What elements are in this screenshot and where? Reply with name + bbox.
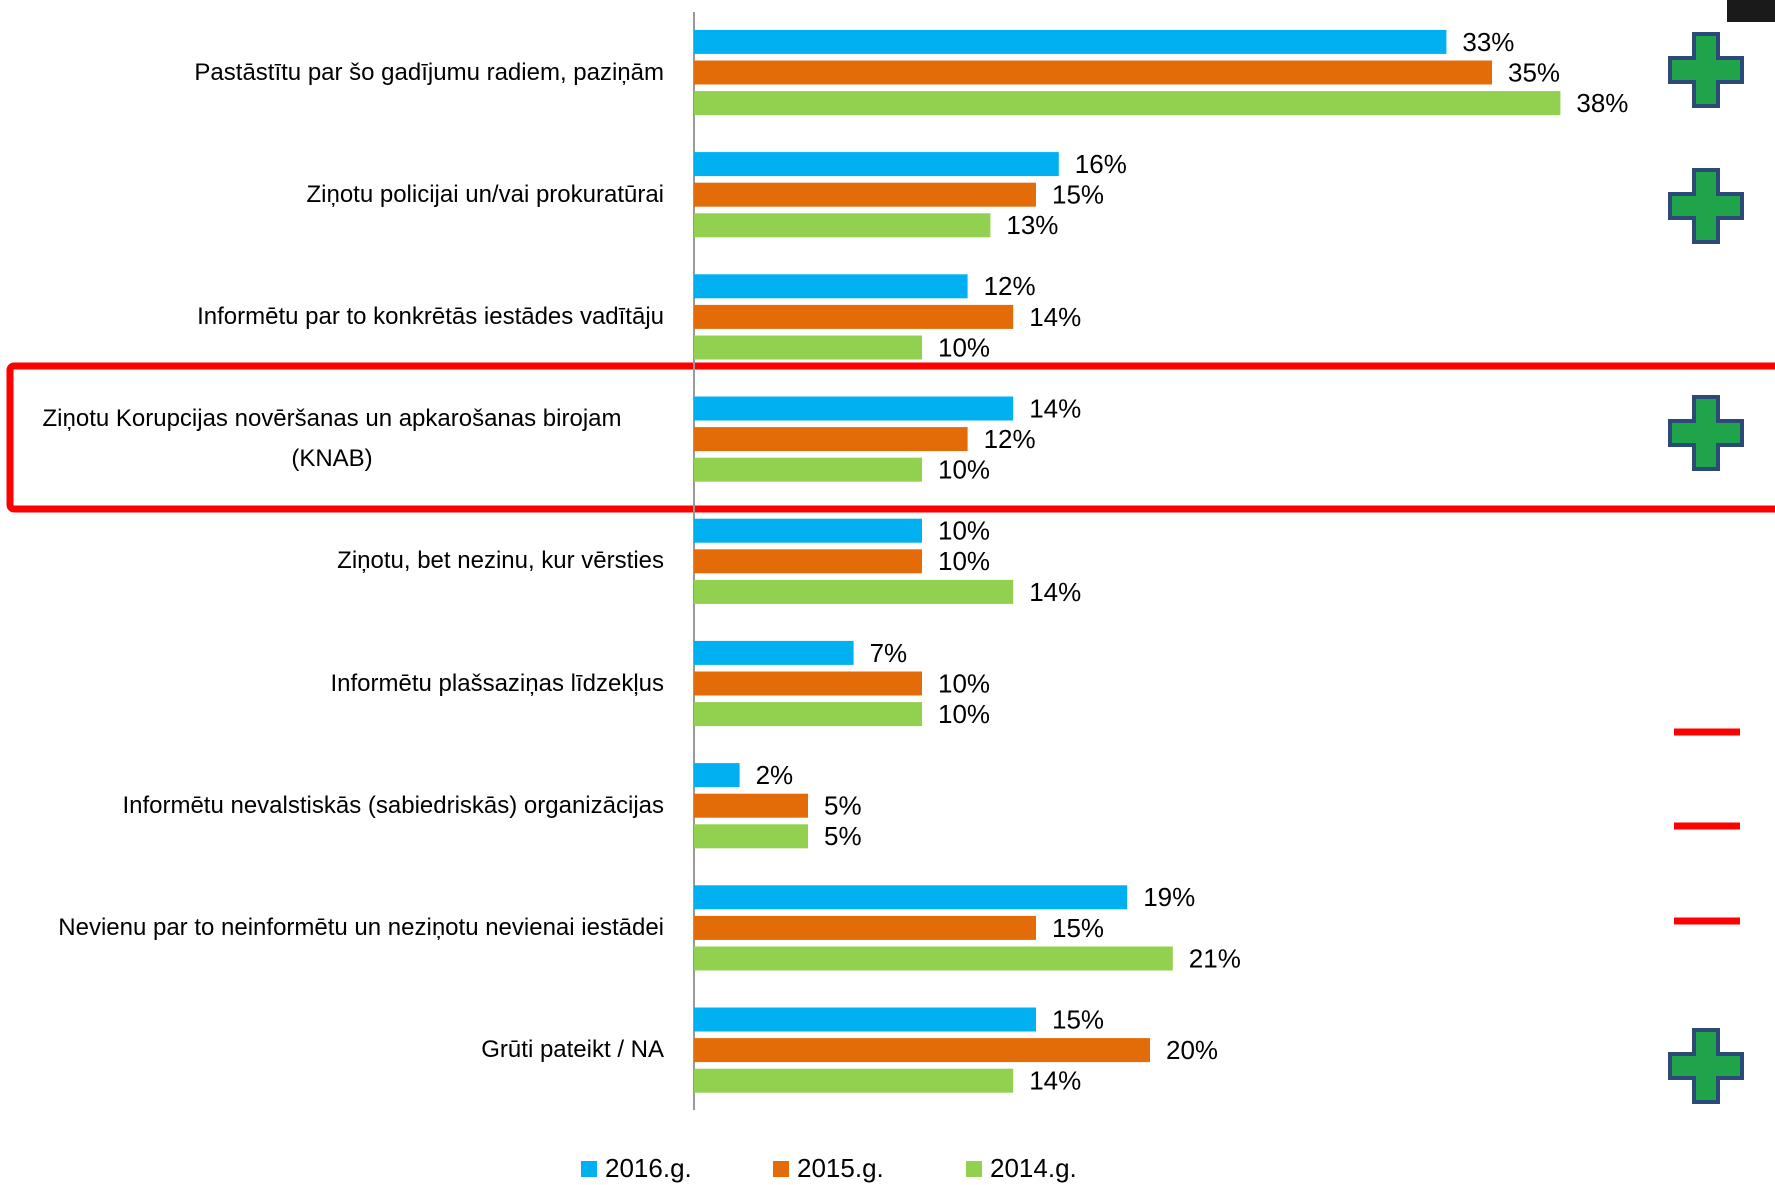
category-label-box: Informētu nevalstiskās (sabiedriskās) or… <box>0 786 664 826</box>
bar <box>694 29 1447 54</box>
bar <box>694 427 968 452</box>
value-label: 10% <box>938 516 990 546</box>
category-label-box: Ziņotu Korupcijas novēršanas un apkaroša… <box>0 399 664 479</box>
bar <box>694 91 1561 116</box>
bar <box>694 396 1014 421</box>
value-label: 10% <box>938 668 990 698</box>
category-label: Informētu par to konkrētās iestādes vadī… <box>197 302 664 330</box>
category-label-box: Informētu par to konkrētās iestādes vadī… <box>0 297 664 337</box>
value-label: 5% <box>824 821 862 851</box>
plus-icon <box>1668 168 1744 244</box>
bar <box>694 1068 1014 1093</box>
value-label: 10% <box>938 546 990 576</box>
bar <box>694 213 991 238</box>
plus-icons <box>1668 32 1744 1104</box>
value-label: 14% <box>1029 577 1081 607</box>
value-label: 2% <box>756 760 794 790</box>
bar <box>694 274 968 299</box>
category-label-box: Informētu plašsaziņas līdzekļus <box>0 664 665 704</box>
plus-icon <box>1668 1028 1744 1104</box>
category-label: Ziņotu policijai un/vai prokuratūrai <box>306 180 664 208</box>
value-label: 38% <box>1576 88 1628 118</box>
value-label: 14% <box>1029 302 1081 332</box>
value-label: 5% <box>824 791 862 821</box>
logo <box>1727 0 1775 22</box>
bar <box>694 152 1059 177</box>
legend-swatch <box>773 1161 789 1177</box>
category-label: Nevienu par to neinformētu un neziņotu n… <box>58 913 664 941</box>
category-label: Pastāstītu par šo gadījumu radiem, paziņ… <box>194 58 664 86</box>
category-label: Informētu plašsaziņas līdzekļus <box>330 669 665 697</box>
value-label: 12% <box>984 271 1036 301</box>
legend-swatch <box>966 1161 982 1177</box>
category-label: Grūti pateikt / NA <box>481 1036 664 1064</box>
minus-icons <box>1674 728 1740 925</box>
value-label: 15% <box>1052 180 1104 210</box>
plus-icon <box>1668 32 1744 108</box>
legend-label: 2016.g. <box>605 1153 692 1183</box>
legend-label: 2015.g. <box>797 1153 884 1183</box>
category-label-box: Pastāstītu par šo gadījumu radiem, paziņ… <box>0 53 664 93</box>
category-label-box: Nevienu par to neinformētu un neziņotu n… <box>0 908 664 948</box>
bar <box>694 182 1036 207</box>
value-label: 21% <box>1189 943 1241 973</box>
bar <box>694 579 1014 604</box>
value-label: 10% <box>938 332 990 362</box>
category-label-box: Grūti pateikt / NA <box>0 1030 664 1070</box>
value-label: 35% <box>1508 57 1560 87</box>
category-label: Ziņotu Korupcijas novēršanas un apkaroša… <box>42 405 622 473</box>
bar <box>694 304 1014 329</box>
highlight-box <box>6 362 1775 513</box>
value-label: 15% <box>1052 913 1104 943</box>
bar <box>694 549 922 574</box>
legend-label: 2014.g. <box>990 1153 1077 1183</box>
plus-icon <box>1668 395 1744 471</box>
value-label: 10% <box>938 699 990 729</box>
bar <box>694 702 922 727</box>
value-label: 15% <box>1052 1004 1104 1034</box>
bar <box>694 885 1128 910</box>
value-label: 14% <box>1029 393 1081 423</box>
value-label: 13% <box>1006 210 1058 240</box>
bar <box>694 915 1036 940</box>
bar <box>694 457 922 482</box>
bar <box>694 518 922 543</box>
value-label: 19% <box>1143 882 1195 912</box>
bar <box>694 640 854 665</box>
category-label-box: Ziņotu, bet nezinu, kur vērsties <box>0 541 664 581</box>
bar <box>694 824 808 849</box>
category-label: Informētu nevalstiskās (sabiedriskās) or… <box>122 791 664 819</box>
bar <box>694 946 1173 971</box>
value-label: 12% <box>984 424 1036 454</box>
category-label-box: Ziņotu policijai un/vai prokuratūrai <box>0 175 664 215</box>
bar <box>694 1007 1036 1032</box>
category-label: Ziņotu, bet nezinu, kur vērsties <box>337 547 664 575</box>
value-label: 16% <box>1075 149 1127 179</box>
bar <box>694 1038 1150 1063</box>
value-label: 7% <box>870 638 908 668</box>
bar <box>694 763 740 788</box>
value-label: 14% <box>1029 1066 1081 1096</box>
value-label: 10% <box>938 455 990 485</box>
bar <box>694 60 1492 85</box>
legend-swatch <box>581 1161 597 1177</box>
bar <box>694 335 922 360</box>
value-label: 33% <box>1462 27 1514 57</box>
bar <box>694 793 808 818</box>
value-label: 20% <box>1166 1035 1218 1065</box>
bar <box>694 671 922 696</box>
